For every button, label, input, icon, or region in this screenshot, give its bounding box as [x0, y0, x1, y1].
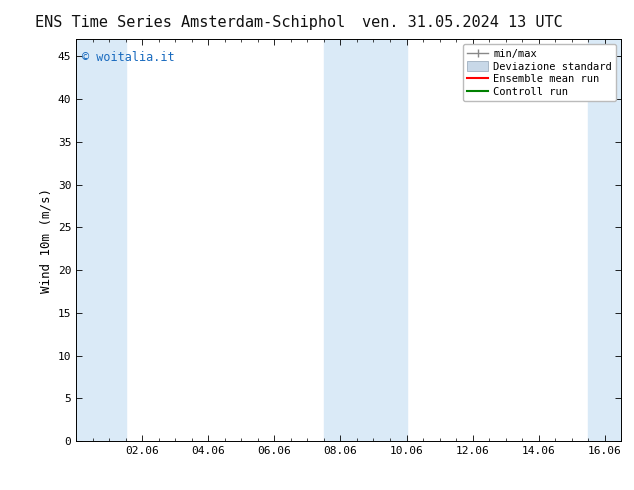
Bar [324, 39, 406, 441]
Bar [588, 39, 621, 441]
Bar [76, 39, 126, 441]
Text: © woitalia.it: © woitalia.it [82, 51, 174, 64]
Y-axis label: Wind 10m (m/s): Wind 10m (m/s) [39, 188, 52, 293]
Text: ven. 31.05.2024 13 UTC: ven. 31.05.2024 13 UTC [363, 15, 563, 30]
Text: ENS Time Series Amsterdam-Schiphol: ENS Time Series Amsterdam-Schiphol [35, 15, 346, 30]
Legend: min/max, Deviazione standard, Ensemble mean run, Controll run: min/max, Deviazione standard, Ensemble m… [463, 45, 616, 101]
